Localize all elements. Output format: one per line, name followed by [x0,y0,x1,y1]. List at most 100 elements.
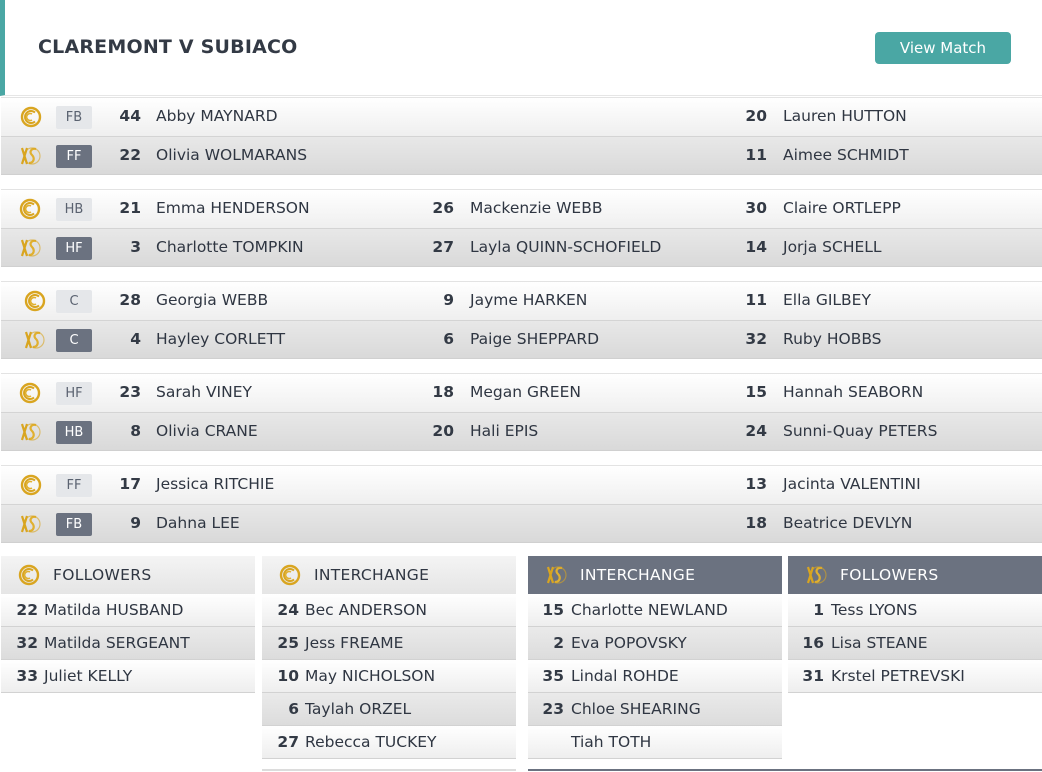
player-name[interactable]: Dahna LEE [156,514,240,532]
view-match-button[interactable]: View Match [875,32,1011,64]
player-number: 14 [745,238,767,256]
positional-line: FF 17 Jessica RITCHIE 13 Jacinta VALENTINI FB… [1,465,1042,543]
player-number: 35 [542,667,564,685]
claremont-logo-icon [279,564,301,586]
box-title: FOLLOWERS [53,566,152,584]
box-title: INTERCHANGE [580,566,696,584]
list-item: 23 Chloe SHEARING [528,693,782,726]
list-item: 16 Lisa STEANE [788,627,1042,660]
player-name[interactable]: Lauren HUTTON [783,107,907,125]
list-item: Tiah TOTH [528,726,782,759]
player-number: 11 [745,291,767,309]
player-name[interactable]: Charlotte TOMPKIN [156,238,304,256]
player-name[interactable]: Eva POPOVSKY [571,634,687,652]
player-number: 30 [745,199,767,217]
player-name[interactable]: Hannah SEABORN [783,383,924,401]
match-title: CLAREMONT V SUBIACO [38,36,298,58]
player-name[interactable]: Bec ANDERSON [305,601,427,619]
player-name[interactable]: Chloe SHEARING [571,700,701,718]
player-name[interactable]: Jacinta VALENTINI [783,475,921,493]
subiaco-logo-icon [546,566,567,584]
divider [528,769,1042,771]
subiaco-interchange-box: INTERCHANGE 15 Charlotte NEWLAND 2 Eva POPOV… [528,556,782,759]
subiaco-logo-icon [20,515,41,533]
subiaco-followers-box: FOLLOWERS 1 Tess LYONS 16 Lisa STEANE 31 Krste… [788,556,1042,693]
list-item: 35 Lindal ROHDE [528,660,782,693]
player-number: 15 [542,601,564,619]
player-name[interactable]: Aimee SCHMIDT [783,146,909,164]
player-name[interactable]: Beatrice DEVLYN [783,514,913,532]
player-name[interactable]: Matilda HUSBAND [44,601,184,619]
player-number: 10 [277,667,299,685]
player-name[interactable]: Ruby HOBBS [783,330,882,348]
player-number: 11 [745,146,767,164]
player-name[interactable]: Jayme HARKEN [470,291,588,309]
box-title: FOLLOWERS [840,566,939,584]
player-name[interactable]: Lisa STEANE [831,634,928,652]
player-number: 27 [277,733,299,751]
player-name[interactable]: Layla QUINN-SCHOFIELD [470,238,662,256]
player-number: 9 [443,291,454,309]
match-header: CLAREMONT V SUBIACO View Match [0,0,1042,96]
position-badge: C [56,329,92,352]
player-name[interactable]: Lindal ROHDE [571,667,679,685]
claremont-logo-icon [20,474,42,496]
player-name[interactable]: Olivia CRANE [156,422,258,440]
player-name[interactable]: Hayley CORLETT [156,330,286,348]
player-name[interactable]: Sarah VINEY [156,383,252,401]
player-name[interactable]: Hali EPIS [470,422,539,440]
list-item: 25 Jess FREAME [262,627,516,660]
list-item: 2 Eva POPOVSKY [528,627,782,660]
player-name[interactable]: Tiah TOTH [571,733,652,751]
player-name[interactable]: Rebecca TUCKEY [305,733,437,751]
list-item: 27 Rebecca TUCKEY [262,726,516,759]
player-number: 3 [130,238,141,256]
player-name[interactable]: Emma HENDERSON [156,199,310,217]
positional-line: HF 23 Sarah VINEY 18 Megan GREEN 15 Hannah SEA… [1,373,1042,451]
box-header: FOLLOWERS [1,556,255,594]
home-row: FB 44 Abby MAYNARD 20 Lauren HUTTON [1,97,1042,136]
player-name[interactable]: Charlotte NEWLAND [571,601,728,619]
player-name[interactable]: Claire ORTLEPP [783,199,901,217]
player-name[interactable]: Tess LYONS [831,601,918,619]
box-header: FOLLOWERS [788,556,1042,594]
player-number: 44 [119,107,141,125]
player-name[interactable]: Abby MAYNARD [156,107,278,125]
player-name[interactable]: Krstel PETREVSKI [831,667,965,685]
subiaco-logo-icon [806,566,827,584]
player-name[interactable]: Taylah ORZEL [305,700,412,718]
player-number: 6 [288,700,299,718]
player-name[interactable]: Jess FREAME [305,634,404,652]
player-name[interactable]: Mackenzie WEBB [470,199,603,217]
away-row: HF 3 Charlotte TOMPKIN 27 Layla QUINN-SCHOFI… [1,228,1042,267]
claremont-logo-icon [19,382,41,404]
home-row: FF 17 Jessica RITCHIE 13 Jacinta VALENTINI [1,465,1042,504]
position-badge: FB [56,106,92,129]
player-name[interactable]: Georgia WEBB [156,291,269,309]
player-name[interactable]: Paige SHEPPARD [470,330,600,348]
player-number: 26 [432,199,454,217]
player-name[interactable]: Olivia WOLMARANS [156,146,308,164]
player-name[interactable]: Jorja SCHELL [783,238,882,256]
player-name[interactable]: Ella GILBEY [783,291,871,309]
home-row: HF 23 Sarah VINEY 18 Megan GREEN 15 Hannah SEA… [1,373,1042,412]
player-number: 18 [745,514,767,532]
position-badge: HB [56,421,92,444]
away-row: C 4 Hayley CORLETT 6 Paige SHEPPARD 32 Ruby HO… [1,320,1042,359]
subiaco-logo-icon [24,331,45,349]
player-name[interactable]: Sunni-Quay PETERS [783,422,938,440]
player-number: 22 [16,601,38,619]
player-name[interactable]: Jessica RITCHIE [156,475,275,493]
away-row: HB 8 Olivia CRANE 20 Hali EPIS 24 Sunni-Quay P… [1,412,1042,451]
player-name[interactable]: Juliet KELLY [44,667,133,685]
player-name[interactable]: Megan GREEN [470,383,581,401]
position-badge: HF [56,382,92,405]
player-name[interactable]: May NICHOLSON [305,667,436,685]
positional-line: HB 21 Emma HENDERSON 26 Mackenzie WEBB 30 Clai… [1,189,1042,267]
player-number: 1 [813,601,824,619]
subiaco-logo-icon [20,423,41,441]
position-badge: HB [56,198,92,221]
player-number: 20 [745,107,767,125]
player-number: 28 [119,291,141,309]
player-name[interactable]: Matilda SERGEANT [44,634,190,652]
